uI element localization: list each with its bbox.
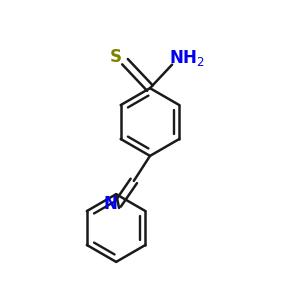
Text: NH$_2$: NH$_2$ bbox=[169, 48, 205, 68]
Text: S: S bbox=[110, 48, 122, 66]
Text: N: N bbox=[103, 196, 117, 214]
